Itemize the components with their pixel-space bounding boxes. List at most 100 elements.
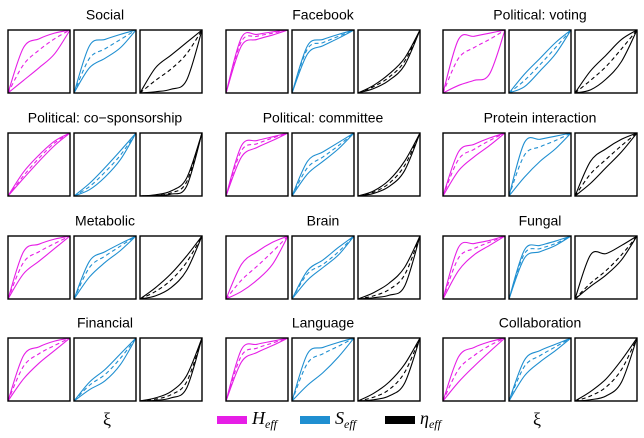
subplot-frame (139, 29, 203, 94)
curve-median (442, 132, 506, 197)
curve-median (291, 337, 355, 402)
curve-lower (442, 132, 506, 197)
curve-upper (291, 132, 355, 197)
subplot-frame (7, 132, 71, 197)
curve-median (508, 235, 572, 300)
curve-lower (225, 29, 289, 94)
legend-swatch (385, 416, 415, 424)
curve-lower (7, 337, 71, 402)
legend-swatch (300, 416, 330, 424)
legend-subscript: eff (429, 417, 443, 431)
curve-median (225, 29, 289, 94)
curve-upper (225, 29, 289, 94)
curve-median (73, 132, 137, 197)
x-axis-label: ξ (533, 409, 541, 429)
subplot-frame (225, 235, 289, 300)
curve-lower (442, 29, 506, 94)
curve-median (73, 235, 137, 300)
subplot-frame (442, 132, 506, 197)
curve-upper (225, 337, 289, 402)
curve-lower (139, 29, 203, 94)
subplot-frame (139, 235, 203, 300)
curve-median (508, 337, 572, 402)
subplot-frame (357, 132, 421, 197)
legend-label: Seff (335, 408, 358, 431)
curve-upper (225, 132, 289, 197)
curve-median (7, 235, 71, 300)
curve-lower (357, 337, 421, 402)
curve-lower (7, 132, 71, 197)
curve-lower (139, 235, 203, 300)
curve-lower (574, 337, 638, 402)
panel-title: Facebook (292, 7, 354, 23)
curve-upper (574, 29, 638, 94)
curve-lower (574, 29, 638, 94)
curve-lower (139, 132, 203, 197)
curve-upper (73, 337, 137, 402)
curve-upper (357, 337, 421, 402)
curve-upper (7, 29, 71, 94)
curve-lower (508, 29, 572, 94)
curve-upper (73, 235, 137, 300)
subplot-frame (357, 29, 421, 94)
subplot-frame (442, 29, 506, 94)
subplot-frame (442, 337, 506, 402)
curve-upper (442, 235, 506, 300)
curve-median (574, 29, 638, 94)
legend-label: ηeff (420, 408, 443, 431)
curve-lower (73, 132, 137, 197)
curve-upper (442, 132, 506, 197)
legend-subscript: eff (265, 417, 279, 431)
curve-upper (291, 29, 355, 94)
panel-title: Language (292, 315, 355, 331)
curve-lower (7, 29, 71, 94)
curve-median (574, 235, 638, 300)
x-axis-label: ξ (103, 409, 111, 429)
curve-upper (508, 29, 572, 94)
curve-lower (357, 235, 421, 300)
curve-median (508, 132, 572, 197)
subplot-frame (357, 235, 421, 300)
subplot-frame (291, 235, 355, 300)
subplot-frame (7, 29, 71, 94)
curve-lower (225, 235, 289, 300)
curve-median (7, 29, 71, 94)
subplot-frame (574, 337, 638, 402)
curve-lower (291, 235, 355, 300)
subplot-frame (508, 29, 572, 94)
curve-median (442, 29, 506, 94)
subplot-frame (73, 132, 137, 197)
curve-upper (291, 337, 355, 402)
curve-median (225, 337, 289, 402)
panel-title: Political: voting (493, 7, 586, 23)
curve-upper (139, 132, 203, 197)
panel-title: Fungal (519, 213, 562, 229)
curve-median (442, 235, 506, 300)
legend-subscript: eff (344, 417, 358, 431)
curve-median (139, 235, 203, 300)
curve-median (508, 29, 572, 94)
curve-upper (508, 132, 572, 197)
curve-lower (73, 235, 137, 300)
curve-lower (574, 235, 638, 300)
curve-upper (357, 235, 421, 300)
curve-median (574, 337, 638, 402)
legend-symbol: η (420, 408, 429, 428)
subplot-frame (574, 29, 638, 94)
curve-median (139, 132, 203, 197)
curve-upper (7, 337, 71, 402)
curve-median (442, 337, 506, 402)
curve-lower (574, 132, 638, 197)
curve-median (225, 132, 289, 197)
curve-upper (508, 337, 572, 402)
curve-lower (508, 337, 572, 402)
curve-median (574, 132, 638, 197)
curve-lower (225, 132, 289, 197)
curve-lower (357, 132, 421, 197)
curve-upper (7, 132, 71, 197)
legend-symbol: H (251, 408, 266, 428)
subplot-frame (7, 337, 71, 402)
panel-title: Financial (77, 315, 133, 331)
subplot-frame (508, 235, 572, 300)
curve-lower (442, 337, 506, 402)
